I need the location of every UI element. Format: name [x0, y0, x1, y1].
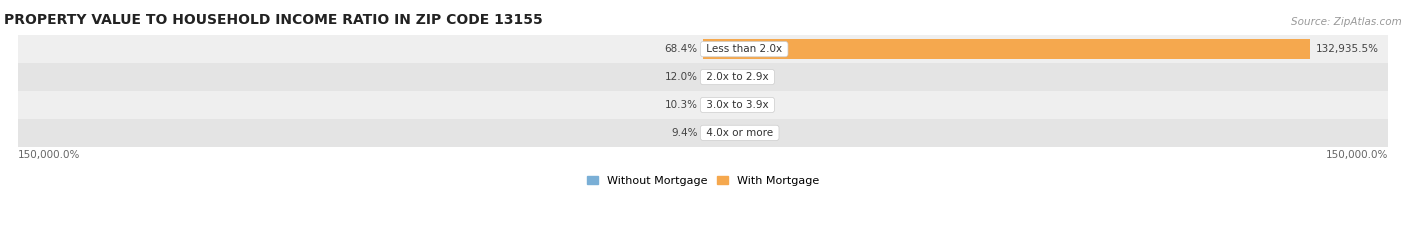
Text: 0.0%: 0.0%	[714, 128, 740, 138]
Bar	[18, 91, 1388, 119]
Text: 12.0%: 12.0%	[665, 72, 697, 82]
Text: 2.0x to 2.9x: 2.0x to 2.9x	[703, 72, 772, 82]
Text: 17.5%: 17.5%	[709, 100, 742, 110]
Text: 71.4%: 71.4%	[709, 72, 742, 82]
Bar	[18, 35, 1388, 63]
Bar	[18, 63, 1388, 91]
Text: Source: ZipAtlas.com: Source: ZipAtlas.com	[1291, 17, 1402, 27]
Text: 132,935.5%: 132,935.5%	[1316, 44, 1379, 54]
Text: 150,000.0%: 150,000.0%	[18, 150, 80, 160]
Text: 68.4%: 68.4%	[664, 44, 697, 54]
Text: Less than 2.0x: Less than 2.0x	[703, 44, 786, 54]
Text: 10.3%: 10.3%	[665, 100, 697, 110]
Legend: Without Mortgage, With Mortgage: Without Mortgage, With Mortgage	[588, 176, 818, 186]
Text: 150,000.0%: 150,000.0%	[1326, 150, 1388, 160]
Text: 3.0x to 3.9x: 3.0x to 3.9x	[703, 100, 772, 110]
Text: 4.0x or more: 4.0x or more	[703, 128, 776, 138]
Text: 9.4%: 9.4%	[671, 128, 697, 138]
Bar	[703, 39, 1310, 59]
Text: PROPERTY VALUE TO HOUSEHOLD INCOME RATIO IN ZIP CODE 13155: PROPERTY VALUE TO HOUSEHOLD INCOME RATIO…	[4, 13, 543, 27]
Bar	[18, 119, 1388, 147]
